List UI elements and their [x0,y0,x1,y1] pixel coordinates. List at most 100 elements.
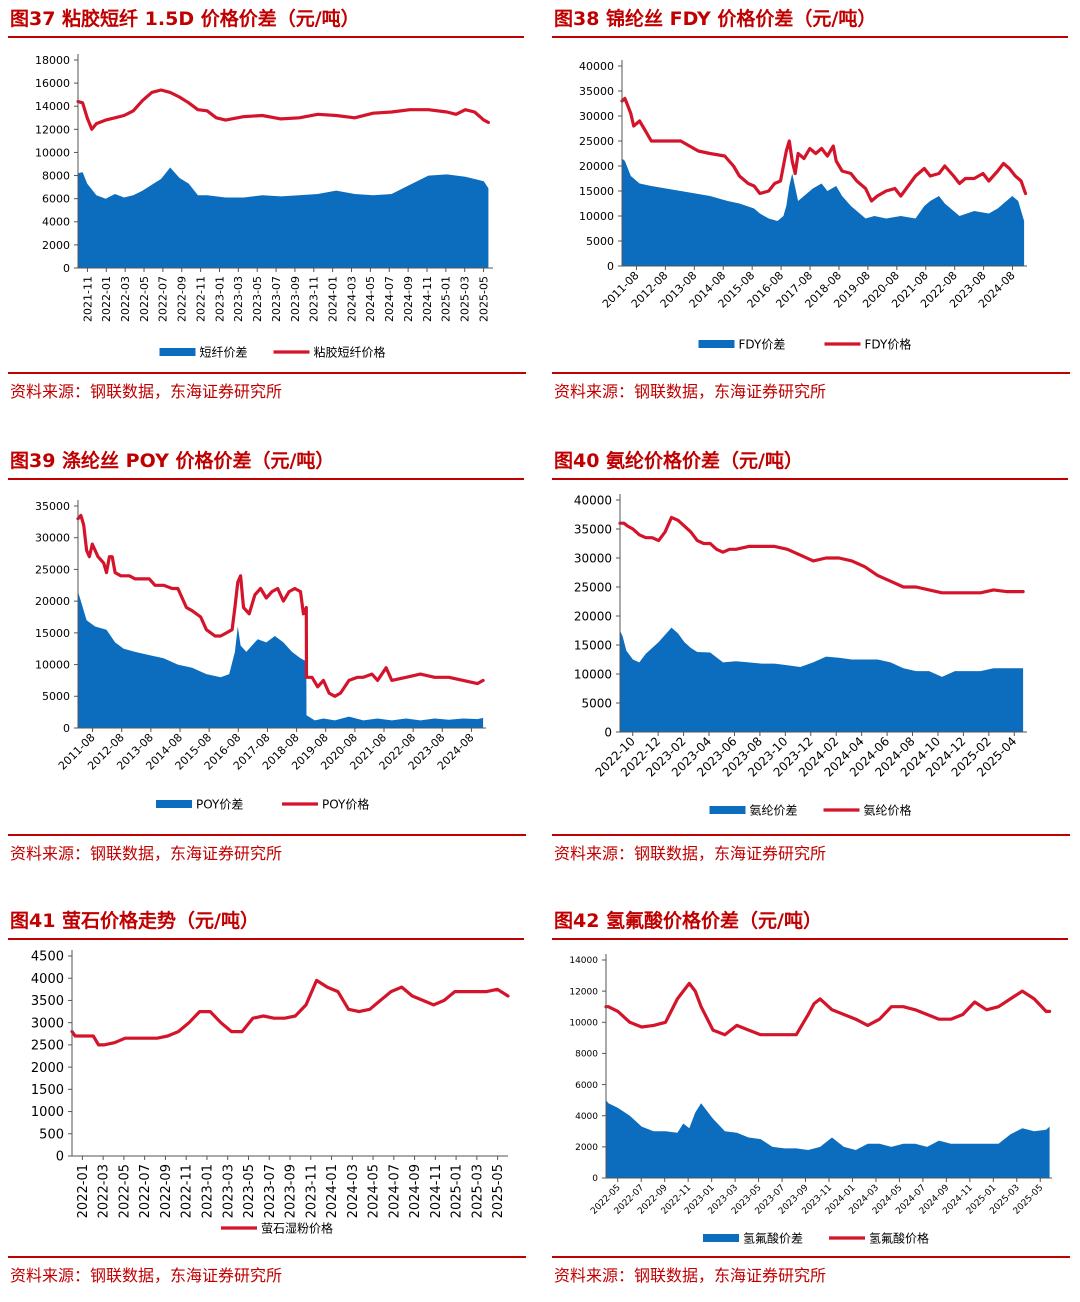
legend-label: 粘胶短纤价格 [314,345,386,360]
chart-panel-41: 图41 萤石价格走势（元/吨） 4500 4000 3500 3000 2500 2000… [8,906,526,1296]
x-tick-label: 2022-03 [119,276,132,322]
chart-panel-38: 图38 锦纶丝 FDY 价格价差（元/吨） 40000 35000 30000 250… [552,4,1070,404]
x-tick-label: 2023-07 [263,1164,278,1218]
y-tick-label: 1500 [31,1083,64,1098]
y-tick-label: 0 [63,262,70,275]
x-tick-label: 2022-05 [117,1164,132,1218]
series-line-POY价格 [76,513,485,698]
chart-panel-39: 图39 涤纶丝 POY 价格价差（元/吨） 35000 30000 25000 200… [8,446,526,866]
y-tick-label: 500 [39,1127,64,1142]
x-tick-label: 2024-09 [408,1164,423,1218]
legend-label: 氨纶价差 [750,804,798,818]
y-tick-label: 4500 [31,950,64,965]
series-area-氨纶价差 [620,627,1024,732]
y-tick-label: 35000 [579,85,614,98]
x-tick-label: 2023-03 [221,1164,236,1218]
x-tick-label: 2023-03 [232,276,245,322]
y-tick-label: 12000 [35,123,70,136]
y-tick-label: 20000 [579,160,614,173]
chart-panel-42: 图42 氢氟酸价格价差（元/吨） 14000 12000 10000 8000 6000… [552,906,1070,1296]
chart-svg: 350003000025000200001500010000500002011-… [35,500,486,812]
legend-swatch-area [698,340,735,348]
y-tick-label: 0 [56,1150,64,1165]
y-tick-label: 14000 [569,956,598,966]
y-tick-label: 30000 [579,110,614,123]
legend-label: 萤石湿粉价格 [261,1221,333,1236]
chart-title: 图41 萤石价格走势（元/吨） [8,906,524,940]
series-line-FDY价格 [620,96,1028,203]
x-tick-label: 2025-03 [470,1164,485,1218]
x-tick-label: 2022-07 [138,1164,153,1218]
x-tick-label: 2024-09 [402,276,415,322]
y-tick-label: 8000 [42,170,70,183]
legend-swatch-area [703,1234,739,1242]
x-tick-label: 2025-01 [440,276,453,322]
y-tick-label: 10000 [569,1019,598,1029]
x-tick-label: 2022-07 [157,276,170,322]
legend-label: 氢氟酸价格 [869,1231,929,1246]
x-tick-label: 2024-07 [383,276,396,322]
x-tick-label: 2024-03 [346,1164,361,1218]
y-tick-label: 15000 [574,638,612,652]
series-line-粘胶短纤价格 [76,88,490,131]
chart-panel-40: 图40 氨纶价格价差（元/吨） 40000 35000 30000 25000 2000… [552,446,1070,866]
y-tick-label: 0 [604,725,612,739]
y-tick-label: 20000 [35,595,70,608]
x-tick-label: 2023-01 [201,1164,216,1218]
x-tick-label: 2022-11 [194,276,207,322]
y-tick-label: 35000 [574,522,612,536]
chart-source: 资料来源：钢联数据，东海证券研究所 [8,372,526,402]
x-tick-label: 2022-01 [100,276,113,322]
y-tick-label: 0 [63,722,70,735]
x-tick-label: 2022-09 [176,276,189,322]
legend-label: FDY价差 [739,338,786,352]
x-tick-label: 2024-03 [345,276,358,322]
series-area-短纤价差 [78,167,489,268]
series-line-萤石湿粉价格 [70,978,510,1047]
y-tick-label: 12000 [569,987,598,997]
x-tick-label: 2024-11 [421,276,434,322]
y-tick-label: 10000 [35,659,70,672]
x-tick-label: 2024-01 [327,276,340,322]
y-tick-label: 30000 [574,551,612,565]
chart-source: 资料来源：钢联数据，东海证券研究所 [8,1256,526,1286]
y-tick-label: 4000 [42,216,70,229]
series-area-氢氟酸价差 [606,1100,1050,1178]
y-tick-label: 2000 [31,1061,64,1076]
legend-swatch-area [159,348,196,356]
y-tick-label: 3000 [31,1016,64,1031]
chart-svg: 4500 4000 3500 3000 2500 2000 1500 1000 500 0 2022… [31,950,510,1236]
x-tick-label: 2022-09 [159,1164,174,1218]
chart-source: 资料来源：钢联数据，东海证券研究所 [8,834,526,864]
x-tick-label: 2023-11 [308,276,321,322]
series-line-氢氟酸价格 [604,981,1052,1037]
y-tick-label: 10000 [574,667,612,681]
x-tick-label: 2025-05 [491,1164,506,1218]
x-tick-label: 2023-01 [213,276,226,322]
y-tick-label: 35000 [35,500,70,513]
x-tick-label: 2023-05 [251,276,264,322]
y-tick-label: 18000 [35,54,70,67]
x-tick-label: 2024-11 [429,1164,444,1218]
x-tick-label: 2023-11 [304,1164,319,1218]
y-tick-label: 30000 [35,532,70,545]
chart-source: 资料来源：钢联数据，东海证券研究所 [552,834,1070,864]
x-tick-label: 2022-11 [180,1164,195,1218]
y-tick-label: 4000 [575,1112,598,1122]
y-tick-label: 25000 [574,580,612,594]
chart-svg: 140001200010000800060004000200002022-052… [569,954,1052,1246]
y-tick-label: 14000 [35,100,70,113]
series-area-FDY价差 [622,158,1025,266]
y-tick-label: 15000 [35,627,70,640]
chart-svg: 18000 16000 14000 12000 10000 8000 6000 4000 200… [35,54,493,360]
y-tick-label: 16000 [35,77,70,90]
x-tick-label: 2023-07 [270,276,283,322]
legend-label: POY价格 [322,797,369,812]
y-tick-label: 0 [607,260,614,273]
y-tick-label: 2000 [42,239,70,252]
y-tick-label: 6000 [575,1081,598,1091]
y-tick-label: 2500 [31,1039,64,1054]
x-tick-label: 2024-01 [325,1164,340,1218]
chart-title: 图42 氢氟酸价格价差（元/吨） [552,906,1068,940]
x-tick-label: 2022-01 [76,1164,91,1218]
